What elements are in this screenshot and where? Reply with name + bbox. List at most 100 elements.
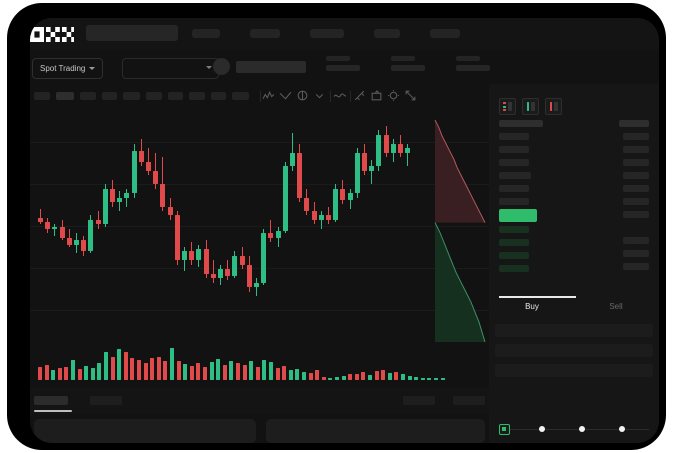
orderbook-ask-row[interactable] (499, 120, 543, 127)
chevron-down-icon[interactable] (313, 89, 326, 102)
candle-body (74, 240, 79, 245)
orderbook-bid-row[interactable] (499, 226, 529, 233)
orderbook-ask-row[interactable] (499, 146, 529, 153)
stepper-dot[interactable] (579, 426, 585, 432)
wave-icon[interactable] (333, 89, 346, 102)
candle-body (275, 231, 281, 238)
orderbook-both-icon[interactable] (499, 98, 516, 115)
candle-body (174, 215, 180, 261)
orderbook-ask-row[interactable] (499, 133, 529, 140)
settings-icon[interactable] (387, 89, 400, 102)
orderbook-ask-row[interactable] (499, 159, 529, 166)
chart-tab-action[interactable] (453, 396, 485, 405)
form-field[interactable] (495, 324, 653, 337)
form-field[interactable] (495, 364, 653, 377)
orderbook-size-row[interactable] (623, 198, 649, 205)
candle-body (131, 150, 137, 194)
active-tab-indicator (499, 296, 576, 298)
orderbook-ask-row[interactable] (499, 185, 529, 192)
active-tab-indicator (34, 410, 72, 412)
orderbook-size-row[interactable] (623, 250, 649, 257)
chart-toolbar-button[interactable] (102, 92, 117, 100)
candle-body (318, 215, 324, 220)
orderbook-ask-row[interactable] (499, 198, 529, 205)
candle-body (146, 161, 151, 171)
mode-selector[interactable]: Spot Trading (32, 58, 104, 79)
candle-wick (148, 148, 149, 176)
toolbar-divider (330, 91, 331, 102)
price-chart-panel[interactable] (30, 108, 489, 388)
tab-sell[interactable]: Sell (609, 302, 623, 311)
stepper-dot[interactable] (619, 426, 625, 432)
tab-buy[interactable]: Buy (525, 302, 539, 311)
chart-toolbar-button[interactable] (211, 92, 226, 100)
orderbook-size-row[interactable] (623, 237, 649, 244)
stepper-dot[interactable] (539, 426, 545, 432)
orderbook-size-row[interactable] (623, 263, 649, 270)
form-field[interactable] (495, 344, 653, 357)
order-stepper[interactable] (499, 423, 649, 435)
orderbook-spread-highlight (499, 209, 537, 222)
depth-chart (429, 120, 489, 348)
chart-toolbar-button[interactable] (168, 92, 183, 100)
orderbook-size-row[interactable] (623, 146, 649, 153)
camera-icon[interactable] (370, 89, 383, 102)
nav-item[interactable] (374, 29, 400, 38)
chart-tab[interactable] (90, 396, 122, 405)
nav-item[interactable] (430, 29, 460, 38)
orderbook-size-row[interactable] (623, 159, 649, 166)
trade-form-tabs: Buy Sell (495, 296, 653, 320)
orderbook-size-row[interactable] (619, 120, 649, 127)
volume-bar (216, 358, 221, 380)
candle-body (239, 255, 245, 265)
chart-toolbar-button[interactable] (80, 92, 96, 100)
orderbook-size-row[interactable] (623, 211, 649, 218)
orderbook-rows[interactable] (489, 120, 659, 272)
candle-body (81, 240, 87, 252)
volume-bar (117, 349, 122, 380)
search-input[interactable] (86, 25, 178, 41)
chart-toolbar-button[interactable] (146, 92, 162, 100)
orderbook-asks-icon[interactable] (545, 98, 562, 115)
orderbook-bid-row[interactable] (499, 239, 529, 246)
trend-line-icon[interactable] (279, 89, 292, 102)
candle-body (88, 219, 94, 252)
candle-body (261, 233, 267, 283)
orderbook-ask-row[interactable] (499, 172, 531, 179)
chart-gridline (30, 184, 489, 185)
measure-icon[interactable] (353, 89, 366, 102)
orderbook-size-row[interactable] (623, 185, 649, 192)
orderbook-bid-row[interactable] (499, 252, 529, 259)
chart-toolbar-button[interactable] (189, 92, 205, 100)
okx-logo[interactable] (30, 27, 74, 42)
candle-body (311, 211, 317, 220)
volume-bar (302, 371, 306, 380)
bottom-card[interactable] (266, 419, 485, 443)
candle-body (117, 197, 123, 203)
chart-toolbar-button[interactable] (56, 92, 74, 100)
chart-toolbar-button[interactable] (123, 92, 140, 100)
candle-body (405, 148, 411, 153)
nav-item[interactable] (250, 29, 280, 38)
candle-body (196, 249, 202, 261)
candle-body (383, 134, 389, 153)
orderbook-bids-icon[interactable] (522, 98, 539, 115)
chart-tab[interactable] (34, 396, 68, 405)
orderbook-size-row[interactable] (623, 133, 649, 140)
indicator-line-icon[interactable] (262, 89, 275, 102)
nav-item[interactable] (192, 29, 220, 38)
pair-selector[interactable] (122, 58, 219, 79)
bottom-card[interactable] (34, 419, 256, 443)
orderbook-size-row[interactable] (623, 172, 649, 179)
compare-icon[interactable] (296, 89, 309, 102)
candle-body (218, 269, 223, 279)
fullscreen-icon[interactable] (404, 89, 417, 102)
chart-toolbar-button[interactable] (232, 92, 249, 100)
orderbook-bid-row[interactable] (499, 265, 529, 272)
nav-item[interactable] (310, 29, 344, 38)
candle-wick (407, 143, 409, 167)
chart-tab-action[interactable] (403, 396, 435, 405)
chart-toolbar-button[interactable] (34, 92, 50, 100)
stepper-step-current[interactable] (499, 424, 510, 435)
